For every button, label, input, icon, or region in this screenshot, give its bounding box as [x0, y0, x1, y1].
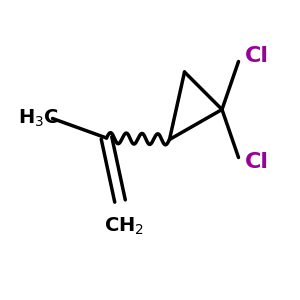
Text: Cl: Cl [244, 152, 268, 172]
Text: H$_3$C: H$_3$C [18, 108, 59, 129]
Text: Cl: Cl [244, 46, 268, 65]
Text: CH$_2$: CH$_2$ [104, 216, 145, 237]
